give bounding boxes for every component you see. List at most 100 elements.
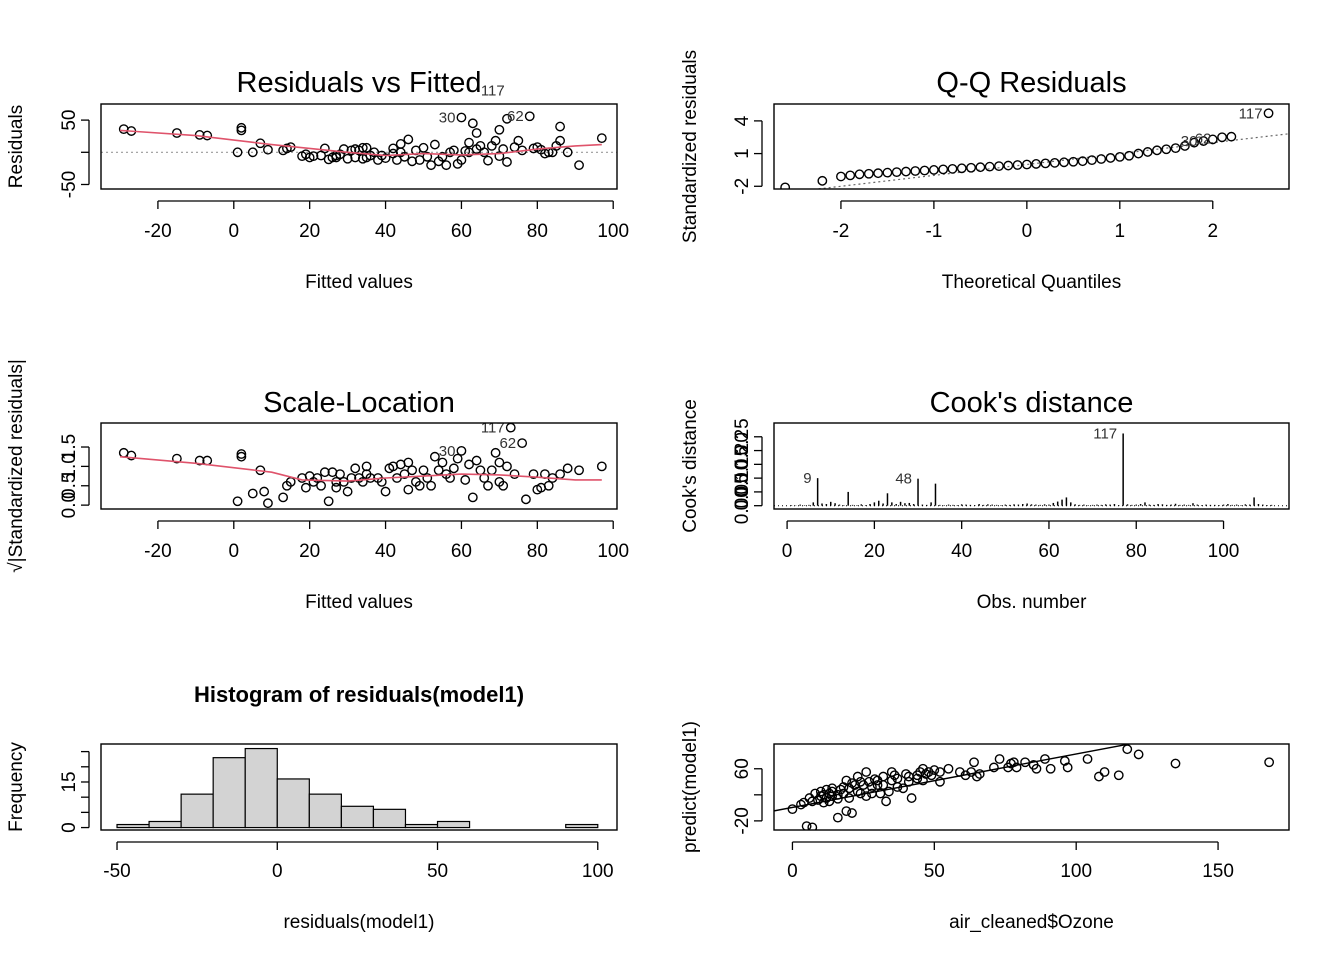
data-point [338,476,349,487]
data-point [263,144,273,155]
data-point [912,773,923,784]
fit-line [774,744,1133,812]
x-tick-label: 0 [1022,221,1033,242]
point-label: 117 [481,82,505,99]
data-point [852,786,863,797]
data-point [1179,141,1190,151]
data-point [399,469,410,480]
data-point [787,804,798,815]
data-point [596,133,607,144]
data-point [989,762,999,773]
data-point [878,780,889,790]
data-point [263,498,273,509]
data-point [1226,131,1237,142]
data-point [460,475,471,485]
x-tick-label: 20 [864,541,885,562]
data-point [426,160,436,171]
data-point [357,476,368,487]
data-point [437,457,448,468]
data-point [1152,145,1162,156]
data-point [841,806,852,817]
data-point [923,767,934,777]
data-point [1207,134,1218,145]
data-point [1263,108,1274,119]
data-point [467,118,478,129]
plot-title: Scale-Location [263,387,455,419]
point-label: 30 [1181,133,1198,150]
data-point [994,161,1004,172]
data-point [502,157,512,167]
data-point [919,165,930,176]
data-point [1217,132,1227,143]
y-tick-label: 15 [59,771,80,792]
data-point [898,783,909,794]
data-point [361,142,372,153]
y-tick-label: 0.10 [732,460,753,497]
plot-frame [100,103,618,190]
data-point [1040,754,1050,764]
data-point [171,128,182,138]
data-point [1008,757,1019,768]
data-point [331,482,342,493]
data-point [418,142,429,153]
data-point [232,147,243,158]
data-point [1264,757,1275,768]
y-tick-label: 0.05 [732,473,753,510]
data-point [796,799,806,810]
data-point [509,469,520,480]
data-point [960,770,971,781]
data-point [574,465,584,476]
x-tick-label: 100 [597,541,629,562]
data-point [1133,148,1144,159]
data-point [236,449,247,459]
data-point [502,113,512,124]
histogram-bar [116,823,150,829]
y-tick-label: 50 [59,110,80,131]
y-tick-label: -2 [732,178,753,195]
data-point [1031,763,1042,774]
data-point [1062,762,1073,773]
data-point [861,791,872,802]
x-tick-label: 100 [1208,541,1240,562]
data-point [1040,158,1051,169]
data-point [882,167,893,178]
data-point [935,776,945,787]
data-point [1093,771,1104,782]
histogram-bar [340,805,375,829]
data-point [1045,763,1056,774]
data-point [975,162,986,173]
data-point [524,111,535,122]
point-label: 117 [481,420,505,437]
x-tick-label: 1 [1115,221,1126,242]
data-point [832,793,843,804]
data-point [194,455,205,466]
x-axis-label: Theoretical Quantiles [942,272,1122,293]
plot-area [116,747,599,829]
data-point [1021,159,1032,170]
data-point [464,459,474,470]
data-point [308,151,319,162]
data-point [426,480,436,491]
data-point [335,469,345,480]
point-label: 30 [439,110,456,127]
data-point [388,143,399,154]
data-point [1059,756,1070,766]
data-point [920,769,931,779]
data-point [926,770,937,781]
x-tick-label: 20 [299,541,320,562]
y-axis-label: √|Standardized residuals| [6,359,27,573]
data-point [1142,147,1153,157]
data-point [414,480,425,491]
smooth-line [119,129,602,157]
data-point [903,776,914,787]
x-tick-label: 50 [924,861,945,882]
y-tick-label: 0.15 [732,446,753,483]
data-point [817,175,828,186]
panel-5: Histogram of residuals(model1) -50 0 50 100 r… [6,682,618,933]
data-point [838,782,849,792]
data-point [467,492,478,503]
data-point [555,469,565,480]
y-axis-label: Standardized residuals [680,50,701,243]
data-point [1011,762,1022,773]
data-point [1099,767,1110,777]
